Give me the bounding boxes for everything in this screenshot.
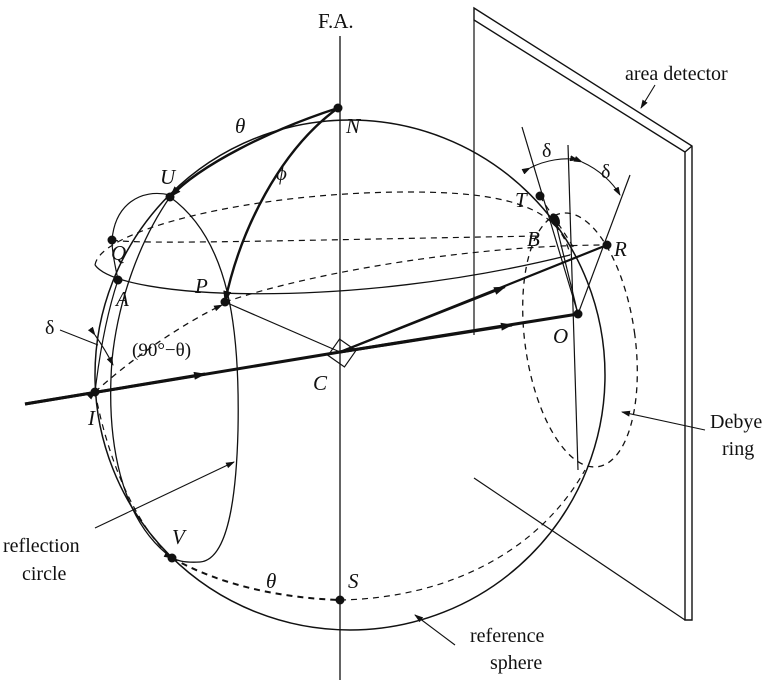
area-detector-label: area detector bbox=[625, 63, 728, 85]
label-o: O bbox=[553, 324, 568, 348]
delta-arc-top bbox=[521, 155, 579, 175]
fa-label: F.A. bbox=[318, 9, 354, 33]
reference-sphere-leader bbox=[414, 614, 456, 646]
back-arc-iv bbox=[94, 391, 173, 559]
point-u bbox=[165, 192, 175, 202]
label-u: U bbox=[160, 165, 177, 189]
phi-label: ϕ bbox=[276, 161, 287, 185]
label-q: Q bbox=[111, 241, 126, 265]
point-s bbox=[335, 595, 345, 605]
angle-90-theta-label: (90°−θ) bbox=[132, 340, 191, 361]
point-t bbox=[535, 191, 545, 201]
label-v: V bbox=[172, 525, 187, 549]
cone-circle-q bbox=[111, 193, 171, 241]
label-a: A bbox=[114, 287, 129, 311]
crystal-at-c bbox=[327, 338, 357, 368]
points-group bbox=[90, 103, 612, 605]
point-v bbox=[167, 553, 177, 563]
delta-label-left: δ bbox=[45, 317, 54, 339]
delta-leader-left bbox=[59, 329, 99, 346]
equator-back bbox=[94, 191, 571, 266]
point-a bbox=[113, 275, 123, 285]
cone-circle-q-dashed bbox=[111, 235, 541, 243]
debye-ring-label-2: ring bbox=[722, 438, 754, 460]
incident-beam-arrow1 bbox=[24, 371, 206, 406]
reference-sphere-label-2: sphere bbox=[490, 652, 542, 674]
transmitted-beam-arrow bbox=[339, 322, 513, 354]
point-o bbox=[573, 309, 583, 319]
arc-n-u-theta bbox=[169, 106, 339, 198]
label-s: S bbox=[348, 569, 359, 593]
debye-ring bbox=[522, 212, 638, 468]
line-b-o bbox=[554, 219, 579, 315]
point-p bbox=[220, 297, 230, 307]
debye-ring-leader bbox=[621, 410, 706, 431]
reflection-circle-label-1: reflection bbox=[3, 535, 80, 557]
delta-arc-right bbox=[573, 156, 621, 196]
arc-p-r bbox=[224, 244, 608, 303]
delta-label-top: δ bbox=[542, 140, 551, 162]
point-q bbox=[107, 235, 117, 245]
back-arc-sphere bbox=[339, 469, 586, 601]
reference-sphere-label-1: reference bbox=[470, 625, 544, 647]
point-r bbox=[602, 240, 612, 250]
label-n: N bbox=[345, 114, 361, 138]
area-detector-leader bbox=[640, 84, 656, 109]
theta-label-top: θ bbox=[235, 114, 245, 138]
label-b: B bbox=[527, 227, 540, 251]
label-t: T bbox=[515, 188, 528, 212]
label-c: C bbox=[313, 371, 328, 395]
label-p: P bbox=[194, 274, 208, 298]
point-i bbox=[90, 387, 100, 397]
point-n bbox=[333, 103, 343, 113]
reflection-circle-leader bbox=[94, 461, 235, 529]
delta-label-right: δ bbox=[601, 161, 610, 183]
area-detector-plate bbox=[473, 6, 693, 621]
delta-arc-i bbox=[87, 326, 114, 366]
debye-ring-label-1: Debye bbox=[710, 411, 762, 433]
diffracted-beam-arrow bbox=[339, 285, 506, 354]
line-vertical-o bbox=[567, 144, 579, 471]
theta-label-bottom: θ bbox=[266, 569, 276, 593]
label-i: I bbox=[87, 406, 96, 430]
line-p-c bbox=[224, 301, 341, 353]
reflection-circle-label-2: circle bbox=[22, 563, 67, 585]
reflection-circle bbox=[169, 196, 239, 563]
arc-n-p-phi bbox=[223, 107, 339, 303]
point-b bbox=[549, 213, 561, 227]
label-r: R bbox=[613, 237, 627, 261]
arc-i-p-90-theta bbox=[87, 304, 223, 400]
